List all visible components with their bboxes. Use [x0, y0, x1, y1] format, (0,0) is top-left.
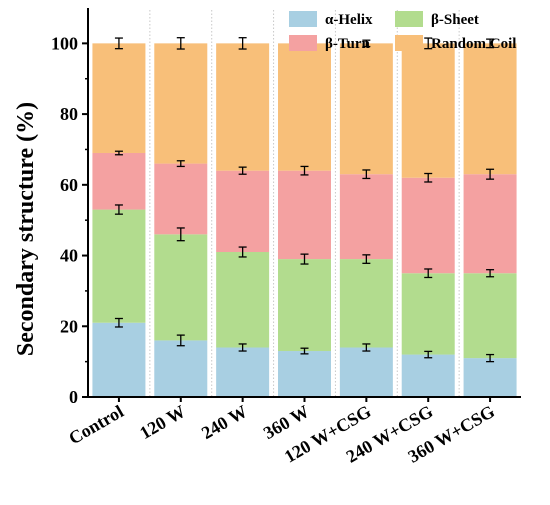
bar-segment	[216, 347, 270, 397]
bar-segment	[216, 170, 270, 253]
legend-label: β-Sheet	[431, 12, 479, 28]
bar-segment	[216, 252, 270, 348]
bar-segment	[401, 273, 455, 355]
legend-swatch	[289, 35, 317, 51]
error-bars-layer	[114, 37, 495, 363]
bar-segment	[92, 209, 146, 323]
legend-label: α-Helix	[325, 12, 373, 28]
bar-segment	[463, 174, 517, 274]
bar-segment	[154, 340, 208, 397]
bar-segment	[154, 163, 208, 235]
y-tick-label: 20	[60, 316, 78, 336]
bar-segment	[278, 170, 331, 260]
bar-segment	[278, 43, 331, 171]
legend-label: Random Coil	[431, 36, 516, 52]
y-tick-label: 100	[51, 33, 78, 53]
legend-swatch	[395, 11, 423, 27]
bar-segment	[339, 347, 393, 397]
x-category-label: 240 W	[198, 401, 251, 443]
y-axis-title: Secondary structure (%)	[13, 102, 39, 356]
bar-segment	[339, 259, 393, 348]
bar-segment	[401, 354, 455, 397]
bar-segment	[154, 43, 208, 164]
bar-segment	[339, 174, 393, 260]
legend-swatch	[395, 35, 423, 51]
y-tick-label: 80	[60, 104, 78, 124]
bar-segment	[401, 177, 455, 274]
bar-segment	[401, 43, 455, 178]
y-tick-label: 40	[60, 246, 78, 266]
bar-segment	[92, 322, 146, 397]
y-tick-label: 0	[69, 387, 78, 407]
bar-segment	[278, 259, 331, 352]
bar-segment	[463, 358, 517, 397]
bar-segment	[278, 351, 331, 397]
bar-segment	[154, 234, 208, 341]
bar-segment	[92, 152, 146, 210]
bar-segment	[463, 43, 517, 175]
y-tick-label: 60	[60, 175, 78, 195]
bar-segment	[92, 43, 146, 153]
legend: α-Helix β-Sheet β-Turn Random Coil	[289, 11, 516, 52]
bar-segment	[339, 43, 393, 175]
bar-segment	[216, 43, 270, 171]
legend-swatch	[289, 11, 317, 27]
x-category-label: 120 W	[136, 401, 189, 443]
legend-label: β-Turn	[325, 36, 371, 52]
x-category-label: Control	[65, 401, 127, 448]
bar-segment	[463, 273, 517, 359]
bars-layer	[92, 43, 517, 397]
